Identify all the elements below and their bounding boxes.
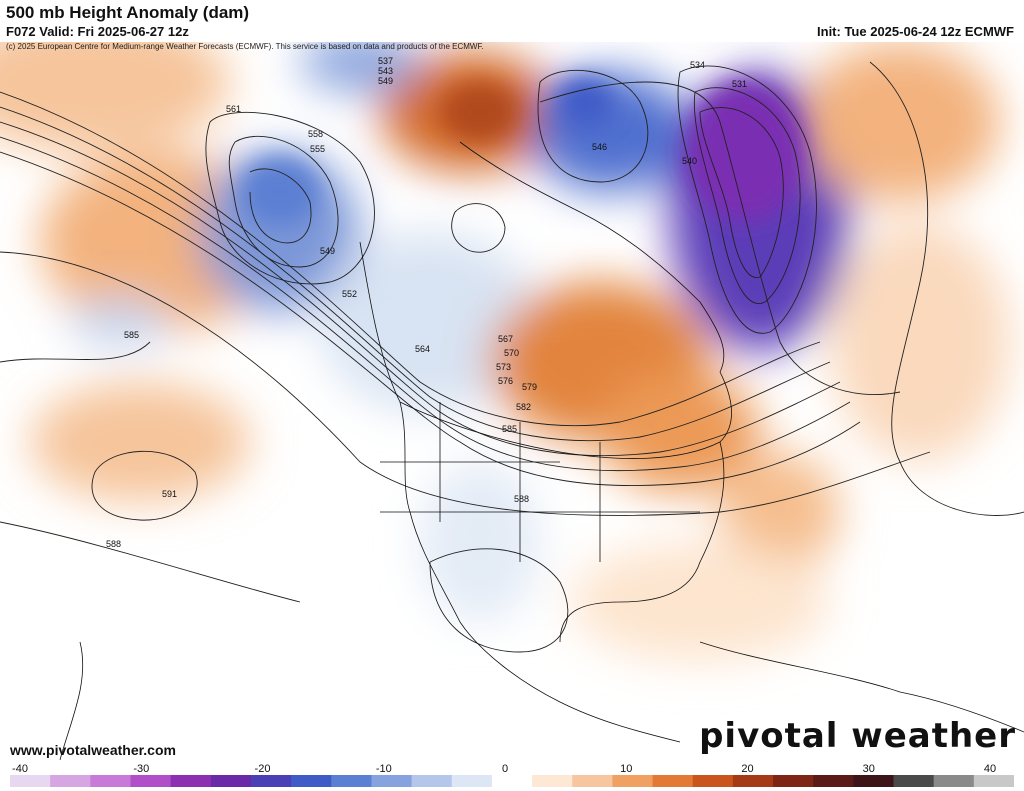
colorbar-swatch xyxy=(491,775,533,787)
map-title: 500 mb Height Anomaly (dam) xyxy=(6,3,250,22)
colorbar-swatch xyxy=(973,775,1014,787)
contour-label: 588 xyxy=(514,494,529,504)
colorbar-tick-label: 10 xyxy=(620,763,632,775)
contour-label: 534 xyxy=(690,60,705,70)
contour-label: 549 xyxy=(320,246,335,256)
init-time: Init: Tue 2025-06-24 12z ECMWF xyxy=(817,24,1014,39)
contour-label: 540 xyxy=(682,156,697,166)
colorbar-swatch xyxy=(210,775,252,787)
contour-label: 570 xyxy=(504,348,519,358)
anomaly-core-shading xyxy=(240,77,805,227)
contour-label: 585 xyxy=(502,424,517,434)
colorbar-swatch xyxy=(371,775,413,787)
contour-label: 552 xyxy=(342,289,357,299)
colorbar-swatch xyxy=(130,775,172,787)
colorbar-swatch xyxy=(773,775,814,787)
colorbar-swatch xyxy=(572,775,613,787)
coastlines xyxy=(59,141,1024,760)
contour-label: 576 xyxy=(498,376,513,386)
contour-label: 567 xyxy=(498,334,513,344)
contour-label: 591 xyxy=(162,489,177,499)
website-url: www.pivotalweather.com xyxy=(10,742,176,758)
colorbar-swatch xyxy=(451,775,493,787)
colorbar-swatch xyxy=(692,775,734,787)
contour-labels: 537 543 549 552 555 558 561 564 567 570 … xyxy=(106,56,747,549)
colorbar-swatch xyxy=(411,775,453,787)
colorbar-swatch xyxy=(331,775,372,787)
colorbar-swatch xyxy=(933,775,975,787)
colorbar-tick-label: 20 xyxy=(741,763,753,775)
contour-label: 564 xyxy=(415,344,430,354)
contour-label: 555 xyxy=(310,144,325,154)
colorbar-tick-label: 40 xyxy=(984,763,996,775)
contour-label: 531 xyxy=(732,79,747,89)
contour-label: 561 xyxy=(226,104,241,114)
contour-label: 558 xyxy=(308,129,323,139)
colorbar-tick-label: 0 xyxy=(502,763,508,775)
colorbar: -40 -30 -20 -10 0 10 20 30 40 xyxy=(10,763,1014,787)
header: 500 mb Height Anomaly (dam) F072 Valid: … xyxy=(0,0,1024,42)
colorbar-tick-label: 30 xyxy=(863,763,875,775)
colorbar-swatch xyxy=(853,775,895,787)
height-contours xyxy=(0,61,1024,653)
brand-logo: pivotal weather xyxy=(699,716,1016,756)
colorbar-swatch xyxy=(652,775,694,787)
colorbar-swatch xyxy=(90,775,131,787)
colorbar-swatch xyxy=(250,775,292,787)
colorbar-swatch xyxy=(10,775,51,787)
valid-time: F072 Valid: Fri 2025-06-27 12z xyxy=(6,24,189,39)
colorbar-tick-label: -10 xyxy=(376,763,392,775)
contour-label: 588 xyxy=(106,539,121,549)
contour-label: 582 xyxy=(516,402,531,412)
contour-label: 549 xyxy=(378,76,393,86)
contour-label: 546 xyxy=(592,142,607,152)
contour-label: 537 xyxy=(378,56,393,66)
contour-label: 543 xyxy=(378,66,393,76)
contour-label: 579 xyxy=(522,382,537,392)
colorbar-tick-label: -20 xyxy=(255,763,271,775)
contour-label: 585 xyxy=(124,330,139,340)
colorbar-swatch xyxy=(291,775,332,787)
colorbar-swatch xyxy=(532,775,573,787)
colorbar-swatch xyxy=(732,775,774,787)
anomaly-map: 537 543 549 552 555 558 561 564 567 570 … xyxy=(0,42,1024,760)
colorbar-tick-label: -30 xyxy=(133,763,149,775)
colorbar-swatch xyxy=(612,775,654,787)
colorbar-swatch xyxy=(50,775,91,787)
credit-text: (c) 2025 European Centre for Medium-rang… xyxy=(6,42,484,51)
colorbar-swatch xyxy=(170,775,212,787)
colorbar-ticks: -40 -30 -20 -10 0 10 20 30 40 xyxy=(12,763,996,775)
colorbar-swatches xyxy=(10,775,1014,787)
colorbar-swatch xyxy=(813,775,854,787)
colorbar-tick-label: -40 xyxy=(12,763,28,775)
contour-label: 573 xyxy=(496,362,511,372)
colorbar-swatch xyxy=(893,775,935,787)
